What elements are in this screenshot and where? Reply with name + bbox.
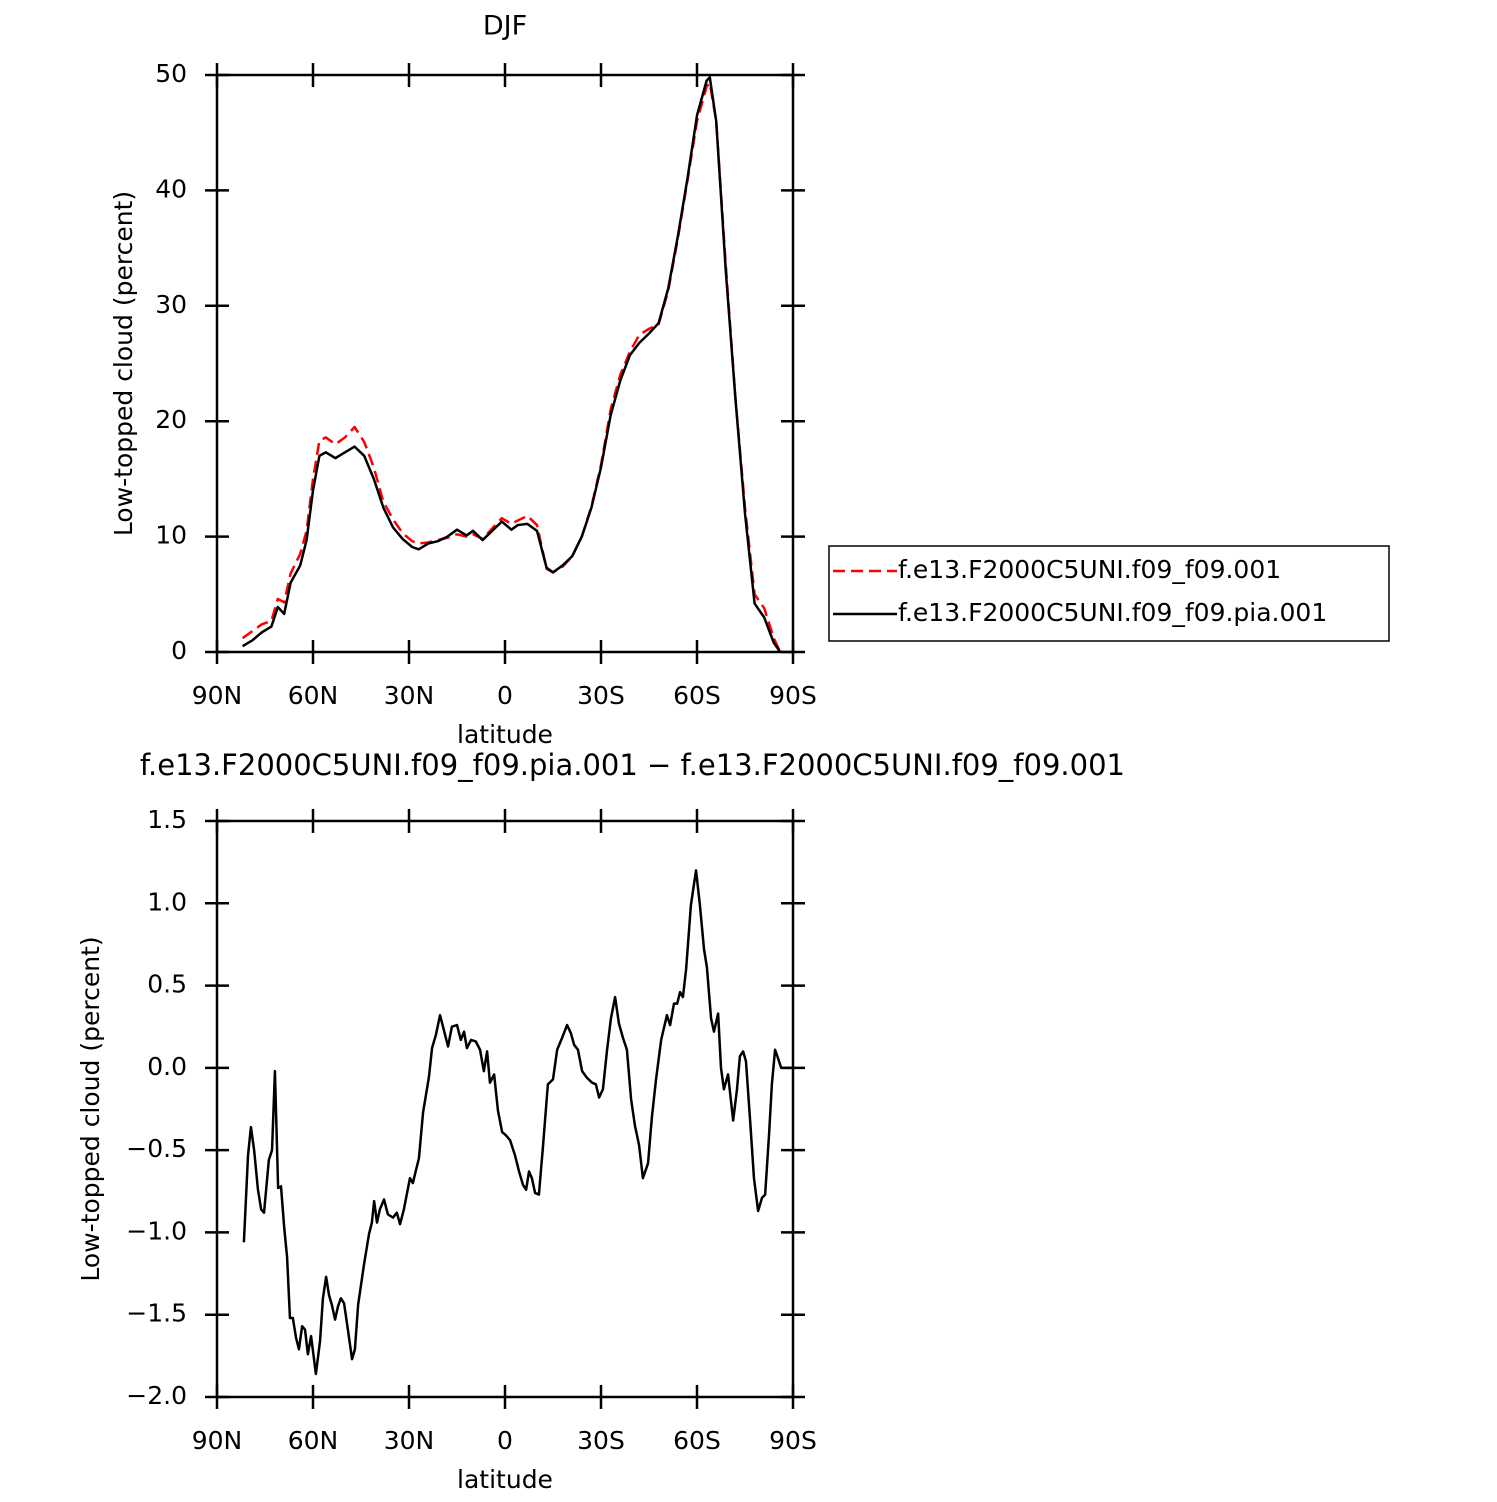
x-tick-label: 30S	[577, 1426, 625, 1455]
chart-title: f.e13.F2000C5UNI.f09_f09.pia.001 − f.e13…	[140, 748, 1125, 782]
chart-title: DJF	[483, 11, 527, 42]
x-tick-label: 30N	[384, 1426, 435, 1455]
y-axis-label: Low-topped cloud (percent)	[109, 191, 138, 536]
x-tick-label: 90N	[192, 1426, 243, 1455]
y-tick-label: 1.5	[147, 805, 187, 834]
y-tick-label: 50	[155, 59, 187, 88]
legend-label: f.e13.F2000C5UNI.f09_f09.pia.001	[898, 598, 1327, 627]
x-axis-label: latitude	[457, 1465, 553, 1494]
x-tick-label: 0	[497, 681, 513, 710]
data-line	[241, 81, 782, 653]
x-tick-label: 90N	[192, 681, 243, 710]
legend-label: f.e13.F2000C5UNI.f09_f09.001	[898, 555, 1281, 584]
y-tick-label: 0.5	[147, 970, 187, 999]
y-tick-label: 40	[155, 174, 187, 203]
x-tick-label: 60S	[673, 681, 721, 710]
plot-frame	[215, 73, 795, 654]
y-tick-label: −1.0	[126, 1216, 187, 1245]
data-line	[241, 76, 782, 653]
x-tick-label: 30S	[577, 681, 625, 710]
y-tick-label: 30	[155, 290, 187, 319]
y-tick-label: 0	[171, 636, 187, 665]
legend-box	[828, 545, 1390, 642]
x-axis-label: latitude	[457, 720, 553, 749]
y-tick-label: 1.0	[147, 887, 187, 916]
x-tick-label: 90S	[769, 1426, 817, 1455]
y-tick-label: −0.5	[126, 1134, 187, 1163]
x-tick-label: 30N	[384, 681, 435, 710]
x-tick-label: 0	[497, 1426, 513, 1455]
y-tick-label: 20	[155, 405, 187, 434]
x-tick-label: 60S	[673, 1426, 721, 1455]
x-tick-label: 60N	[288, 1426, 339, 1455]
y-tick-label: 0.0	[147, 1052, 187, 1081]
y-axis-label: Low-topped cloud (percent)	[76, 936, 105, 1281]
y-tick-label: 10	[155, 521, 187, 550]
plot-frame	[215, 819, 795, 1399]
y-tick-label: −2.0	[126, 1381, 187, 1410]
data-line	[242, 869, 793, 1376]
y-tick-label: −1.5	[126, 1299, 187, 1328]
x-tick-label: 90S	[769, 681, 817, 710]
x-tick-label: 60N	[288, 681, 339, 710]
